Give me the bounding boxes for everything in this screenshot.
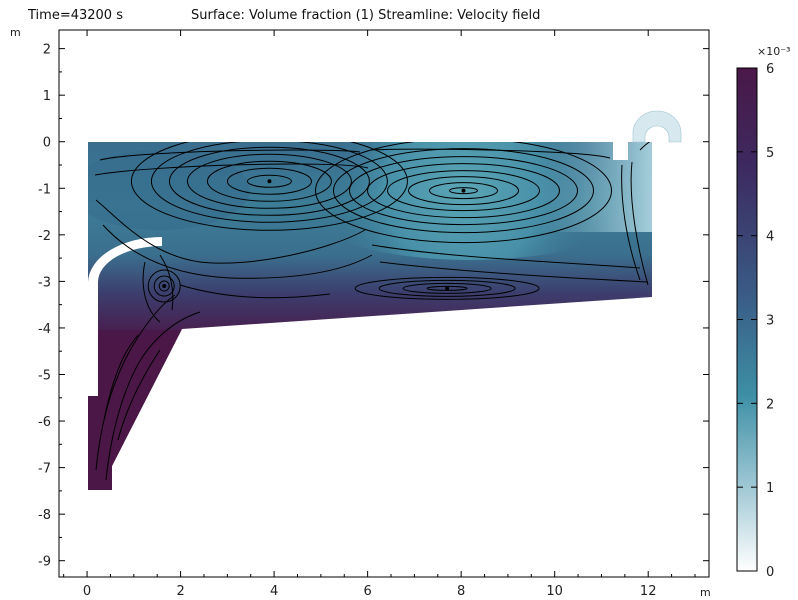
y-axis-unit: m bbox=[10, 26, 21, 39]
streamline-loop bbox=[168, 146, 370, 216]
streamline-loop bbox=[314, 142, 612, 244]
flow-line bbox=[99, 149, 361, 161]
flow-line bbox=[103, 334, 139, 421]
x-tick-label: 12 bbox=[640, 584, 657, 599]
vortex-left-upper bbox=[130, 142, 408, 231]
flow-line bbox=[105, 311, 201, 481]
left-upper-tint bbox=[88, 150, 250, 230]
streamline-loop bbox=[206, 160, 332, 202]
outlet-pipe bbox=[632, 110, 682, 143]
streamline-loop bbox=[348, 156, 578, 226]
streamline-loop bbox=[246, 174, 292, 188]
streamline-loop bbox=[226, 167, 312, 195]
y-tick-label: -1 bbox=[38, 182, 51, 197]
colorbar-tick-label: 1 bbox=[766, 481, 774, 496]
flow-line bbox=[369, 148, 611, 159]
inlet-pipe bbox=[88, 237, 162, 386]
streamline-loop bbox=[402, 282, 492, 294]
y-tick-label: -7 bbox=[38, 462, 51, 477]
plot-title: Surface: Volume fraction (1) Streamline:… bbox=[191, 8, 540, 23]
flow-line bbox=[621, 164, 641, 281]
y-tick-label: -9 bbox=[38, 555, 51, 570]
vortex-core bbox=[162, 284, 167, 289]
volume-fraction-surface bbox=[88, 110, 682, 490]
y-tick-label: -2 bbox=[38, 229, 51, 244]
y-tick-label: 0 bbox=[43, 136, 51, 151]
streamline-loop bbox=[428, 182, 498, 200]
streamline-loop bbox=[386, 170, 540, 212]
flow-line bbox=[102, 224, 373, 279]
x-tick-label: 6 bbox=[363, 584, 371, 599]
streamline-loop bbox=[366, 163, 560, 219]
streamline-loop bbox=[147, 269, 181, 303]
flow-line bbox=[95, 199, 366, 264]
x-tick-label: 10 bbox=[546, 584, 563, 599]
flow-line bbox=[379, 261, 649, 283]
streamline-loop bbox=[150, 142, 388, 223]
colorbar: ×10⁻³ 0 1 2 3 4 5 6 bbox=[736, 45, 790, 580]
streamline-loop bbox=[332, 148, 594, 234]
y-tick-label: 1 bbox=[43, 89, 51, 104]
colorbar-tick-label: 4 bbox=[766, 230, 774, 245]
vortex-core bbox=[267, 179, 272, 184]
vortex-right-upper bbox=[314, 142, 612, 244]
x-tick-label: 8 bbox=[457, 584, 465, 599]
flow-line bbox=[95, 294, 176, 471]
y-tick-label: -5 bbox=[38, 368, 51, 383]
flow-line bbox=[142, 261, 161, 323]
x-axis-unit: m bbox=[700, 586, 711, 599]
flow-line bbox=[94, 163, 369, 176]
streamline-loop bbox=[407, 176, 519, 206]
x-tick-label: 4 bbox=[270, 584, 278, 599]
streamlines bbox=[94, 142, 652, 481]
colorbar-tick-label: 5 bbox=[766, 146, 774, 161]
colorbar-tick-label: 3 bbox=[766, 314, 774, 329]
flow-line bbox=[630, 161, 649, 286]
inlet-notch bbox=[88, 386, 98, 396]
time-label: Time=43200 s bbox=[27, 8, 123, 23]
colorbar-tick-label: 6 bbox=[766, 62, 774, 77]
x-tick-label: 0 bbox=[83, 584, 91, 599]
vortex-core bbox=[445, 286, 450, 291]
colorbar-tick-label: 0 bbox=[766, 565, 774, 580]
y-tick-label: -6 bbox=[38, 415, 51, 430]
flow-line bbox=[639, 142, 652, 151]
y-tick-label: -3 bbox=[38, 275, 51, 290]
streamline-loop bbox=[158, 280, 170, 292]
plot-frame bbox=[58, 29, 710, 578]
streamline-loop bbox=[378, 279, 516, 297]
streamline-loop bbox=[354, 276, 540, 300]
flow-line bbox=[179, 284, 331, 299]
flow-line bbox=[159, 254, 174, 311]
flow-line bbox=[117, 349, 161, 441]
y-tick-label: 2 bbox=[43, 43, 51, 58]
y-tick-label: -4 bbox=[38, 322, 51, 337]
colorbar-exponent: ×10⁻³ bbox=[757, 45, 790, 58]
vortex-small-left bbox=[147, 269, 181, 303]
streamline-loop bbox=[186, 153, 352, 209]
vortex-lower-center bbox=[354, 276, 540, 300]
streamline-loop bbox=[448, 187, 478, 195]
flow-line bbox=[371, 244, 641, 269]
y-tick-label: -8 bbox=[38, 508, 51, 523]
streamline-loop bbox=[130, 142, 408, 231]
colorbar-tick-label: 2 bbox=[766, 397, 774, 412]
x-tick-label: 2 bbox=[176, 584, 184, 599]
vortex-core bbox=[461, 188, 466, 193]
streamline-loop bbox=[153, 275, 175, 297]
colorbar-ticks: 0 1 2 3 4 5 6 bbox=[737, 62, 774, 580]
